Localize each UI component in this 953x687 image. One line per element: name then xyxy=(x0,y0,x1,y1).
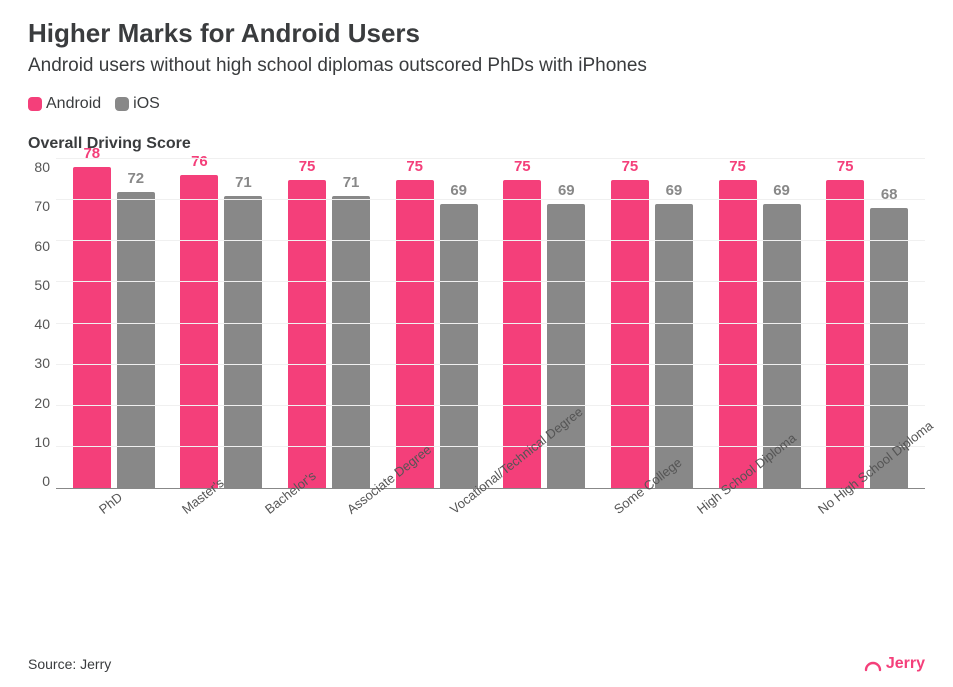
bar-value-label: 69 xyxy=(558,182,575,199)
y-tick: 70 xyxy=(34,198,50,214)
bar-value-label: 69 xyxy=(450,182,467,199)
grid-line xyxy=(56,364,925,365)
brand-logo: Jerry xyxy=(864,655,925,673)
grid-line xyxy=(56,281,925,282)
bar-value-label: 69 xyxy=(666,182,683,199)
y-tick: 80 xyxy=(34,159,50,175)
legend-label-android: Android xyxy=(46,95,101,113)
bar-value-label: 75 xyxy=(299,158,316,175)
bar-value-label: 75 xyxy=(406,158,423,175)
y-axis: 80 70 60 50 40 30 20 10 0 xyxy=(28,159,56,489)
bar-value-label: 71 xyxy=(343,174,360,191)
grid-line xyxy=(56,199,925,200)
bar-android: 75 xyxy=(396,180,434,488)
bar-ios: 72 xyxy=(117,192,155,488)
chart-title: Higher Marks for Android Users xyxy=(28,18,925,49)
bar-value-label: 68 xyxy=(881,186,898,203)
legend-item-android: Android xyxy=(28,95,101,113)
y-tick: 60 xyxy=(34,238,50,254)
bar-group: 75 71 xyxy=(275,159,383,488)
y-tick: 50 xyxy=(34,277,50,293)
grid-line xyxy=(56,240,925,241)
bar-android: 76 xyxy=(180,175,218,488)
bar-value-label: 76 xyxy=(191,153,208,170)
legend-item-ios: iOS xyxy=(115,95,160,113)
bar-android: 75 xyxy=(611,180,649,488)
bar-value-label: 75 xyxy=(622,158,639,175)
legend-swatch-android xyxy=(28,97,42,111)
bar-value-label: 75 xyxy=(514,158,531,175)
bar-android: 75 xyxy=(288,180,326,488)
y-tick: 0 xyxy=(42,473,50,489)
footer: Source: Jerry Jerry xyxy=(28,655,925,673)
bar-value-label: 75 xyxy=(837,158,854,175)
bar-group: 75 69 xyxy=(598,159,706,488)
bar-value-label: 71 xyxy=(235,174,252,191)
bar-value-label: 78 xyxy=(83,145,100,162)
y-tick: 20 xyxy=(34,395,50,411)
grid-line xyxy=(56,158,925,159)
y-tick: 30 xyxy=(34,355,50,371)
bar-value-label: 75 xyxy=(729,158,746,175)
bar-group: 75 69 xyxy=(383,159,491,488)
source-text: Source: Jerry xyxy=(28,656,111,672)
y-axis-label: Overall Driving Score xyxy=(28,135,925,153)
brand-name: Jerry xyxy=(886,655,925,673)
bar-group: 7872 xyxy=(60,159,168,488)
legend-label-ios: iOS xyxy=(133,95,160,113)
bar-value-label: 69 xyxy=(773,182,790,199)
bar-android: 78 xyxy=(73,167,111,488)
grid-line xyxy=(56,405,925,406)
bar-android: 75 xyxy=(719,180,757,488)
bar-android: 75 xyxy=(826,180,864,488)
grid-line xyxy=(56,323,925,324)
legend-swatch-ios xyxy=(115,97,129,111)
bar-group: 75 69 xyxy=(706,159,814,488)
y-tick: 10 xyxy=(34,434,50,450)
brand-arc-icon xyxy=(864,656,882,672)
bar-group: 76 71 xyxy=(168,159,276,488)
legend: Android iOS xyxy=(28,95,925,113)
y-tick: 40 xyxy=(34,316,50,332)
chart-subtitle: Android users without high school diplom… xyxy=(28,55,925,77)
x-axis: PhDMaster'sBachelor'sAssociate DegreeVoc… xyxy=(56,489,925,599)
bar-value-label: 72 xyxy=(127,170,144,187)
